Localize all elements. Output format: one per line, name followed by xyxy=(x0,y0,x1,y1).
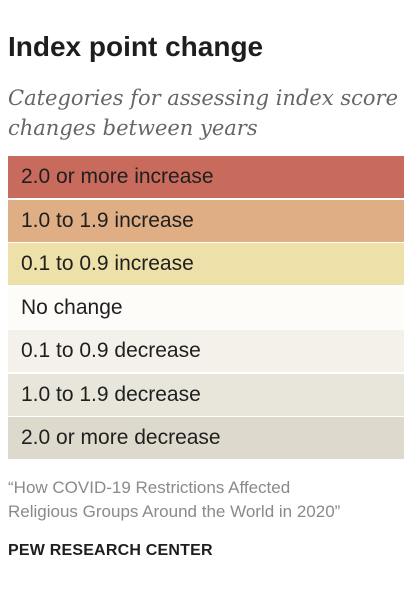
legend-item-label: 0.1 to 0.9 decrease xyxy=(21,339,201,362)
legend-item-label: 2.0 or more increase xyxy=(21,165,214,188)
legend-item-no-change: No change xyxy=(8,286,404,329)
legend-item-2-or-more-decrease: 2.0 or more decrease xyxy=(8,417,404,459)
source-note: “How COVID-19 Restrictions Affected Reli… xyxy=(8,476,412,524)
legend-item-0-1-to-0-9-increase: 0.1 to 0.9 increase xyxy=(8,243,404,285)
legend: 2.0 or more increase 1.0 to 1.9 increase… xyxy=(8,156,404,461)
legend-item-1-to-1-9-decrease: 1.0 to 1.9 decrease xyxy=(8,373,404,416)
subtitle-line-1: Categories for assessing index score xyxy=(8,86,398,110)
legend-item-label: 1.0 to 1.9 increase xyxy=(21,208,194,232)
legend-item-label: 1.0 to 1.9 decrease xyxy=(21,382,201,406)
page-title: Index point change xyxy=(8,31,264,62)
legend-item-label: 0.1 to 0.9 increase xyxy=(21,252,194,275)
legend-item-label: No change xyxy=(21,295,123,319)
legend-item-1-to-1-9-increase: 1.0 to 1.9 increase xyxy=(8,199,404,242)
brand-logo-text: PEW RESEARCH CENTER xyxy=(8,542,213,559)
legend-item-0-1-to-0-9-decrease: 0.1 to 0.9 decrease xyxy=(8,330,404,372)
legend-item-label: 2.0 or more decrease xyxy=(21,426,221,449)
source-line-2: Religious Groups Around the World in 202… xyxy=(8,502,341,521)
source-line-1: “How COVID-19 Restrictions Affected xyxy=(8,478,291,497)
subtitle: Categories for assessing index score cha… xyxy=(8,83,408,143)
legend-item-2-or-more-increase: 2.0 or more increase xyxy=(8,156,404,198)
subtitle-line-2: changes between years xyxy=(8,116,258,140)
